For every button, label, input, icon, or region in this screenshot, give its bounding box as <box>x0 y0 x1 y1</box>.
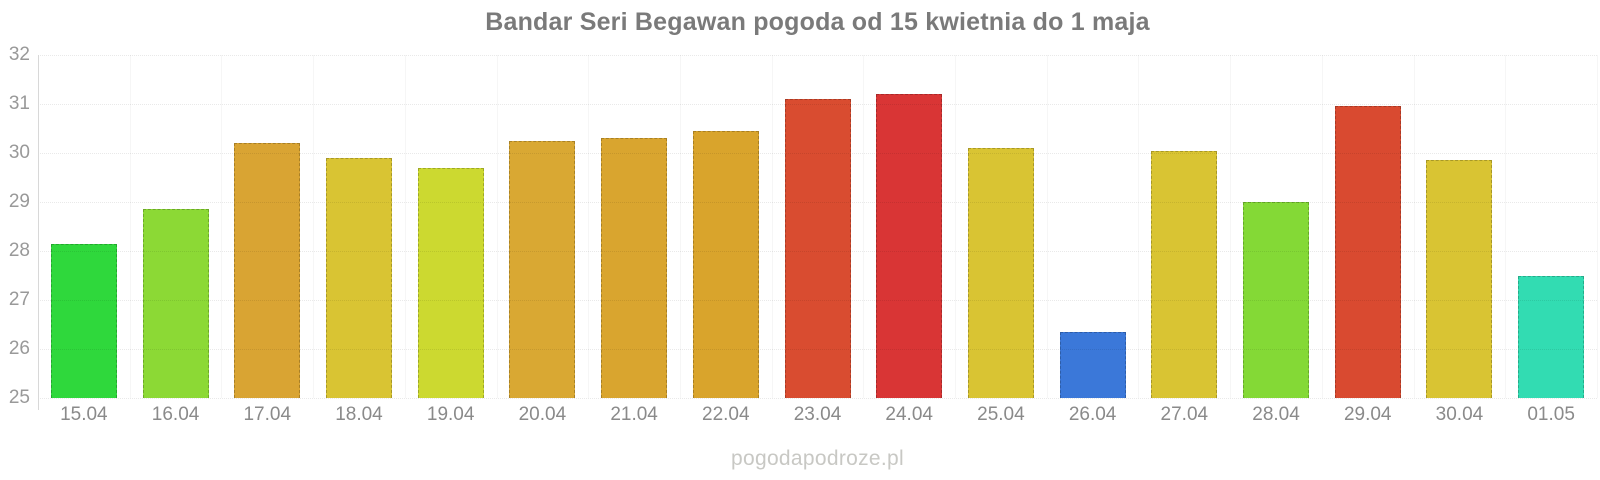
y-axis-line <box>38 55 39 410</box>
bar-24.04[interactable] <box>876 94 943 398</box>
vertical-gridline <box>588 55 589 398</box>
vertical-gridline <box>1138 55 1139 398</box>
y-tick-label-29: 29 <box>8 191 30 212</box>
vertical-gridline <box>221 55 222 398</box>
y-tick-label-26: 26 <box>8 338 30 359</box>
x-tick-label-15.04: 15.04 <box>60 404 108 425</box>
bar-29.04[interactable] <box>1334 106 1401 398</box>
bar-21.04[interactable] <box>601 138 668 398</box>
x-tick-label-17.04: 17.04 <box>243 404 292 425</box>
x-tick-label-26.04: 26.04 <box>1068 404 1117 425</box>
x-tick-label-19.04: 19.04 <box>426 404 475 425</box>
vertical-gridline <box>497 55 498 398</box>
horizontal-gridline-25 <box>38 398 1597 399</box>
x-tick-label-28.04: 28.04 <box>1252 404 1300 425</box>
vertical-gridline <box>1505 55 1506 398</box>
vertical-gridline <box>1414 55 1415 398</box>
x-tick-label-01.05: 01.05 <box>1527 404 1575 425</box>
y-tick-label-27: 27 <box>8 289 30 310</box>
bar-20.04[interactable] <box>509 140 576 398</box>
bar-30.04[interactable] <box>1426 160 1493 398</box>
x-tick-label-20.04: 20.04 <box>518 404 567 425</box>
vertical-gridline <box>1047 55 1048 398</box>
vertical-gridline <box>313 55 314 398</box>
y-tick-label-32: 32 <box>8 44 30 65</box>
x-tick-label-16.04: 16.04 <box>151 404 200 425</box>
bar-18.04[interactable] <box>325 157 392 398</box>
y-tick-label-25: 25 <box>8 387 30 408</box>
bar-28.04[interactable] <box>1243 202 1310 398</box>
chart-title: Bandar Seri Begawan pogoda od 15 kwietni… <box>485 8 1150 36</box>
x-tick-label-29.04: 29.04 <box>1343 404 1392 425</box>
vertical-gridline <box>130 55 131 398</box>
bar-26.04[interactable] <box>1059 331 1126 398</box>
vertical-gridline <box>1322 55 1323 398</box>
bar-25.04[interactable] <box>967 148 1034 398</box>
vertical-gridline <box>1230 55 1231 398</box>
bar-17.04[interactable] <box>234 143 301 398</box>
y-tick-label-28: 28 <box>8 240 30 261</box>
x-tick-label-25.04: 25.04 <box>977 404 1025 425</box>
vertical-gridline <box>772 55 773 398</box>
vertical-gridline <box>955 55 956 398</box>
x-tick-label-30.04: 30.04 <box>1435 404 1484 425</box>
bar-16.04[interactable] <box>142 209 209 398</box>
x-tick-label-23.04: 23.04 <box>793 404 842 425</box>
x-tick-label-18.04: 18.04 <box>335 404 383 425</box>
plot-area <box>38 55 1598 399</box>
bar-22.04[interactable] <box>692 130 759 398</box>
bar-15.04[interactable] <box>50 243 117 398</box>
vertical-gridline <box>863 55 864 398</box>
bar-19.04[interactable] <box>417 167 484 398</box>
bar-23.04[interactable] <box>784 99 851 398</box>
y-tick-label-31: 31 <box>8 93 30 114</box>
x-tick-label-27.04: 27.04 <box>1160 404 1209 425</box>
watermark-text: pogodapodroze.pl <box>731 447 904 470</box>
x-tick-label-22.04: 22.04 <box>702 404 750 425</box>
vertical-gridline <box>680 55 681 398</box>
vertical-gridline <box>405 55 406 398</box>
bar-01.05[interactable] <box>1518 275 1585 398</box>
y-tick-label-30: 30 <box>8 142 30 163</box>
x-tick-label-24.04: 24.04 <box>885 404 933 425</box>
x-tick-label-21.04: 21.04 <box>610 404 658 425</box>
vertical-gridline <box>1597 55 1598 398</box>
horizontal-gridline-32 <box>38 55 1597 56</box>
bar-27.04[interactable] <box>1151 150 1218 398</box>
